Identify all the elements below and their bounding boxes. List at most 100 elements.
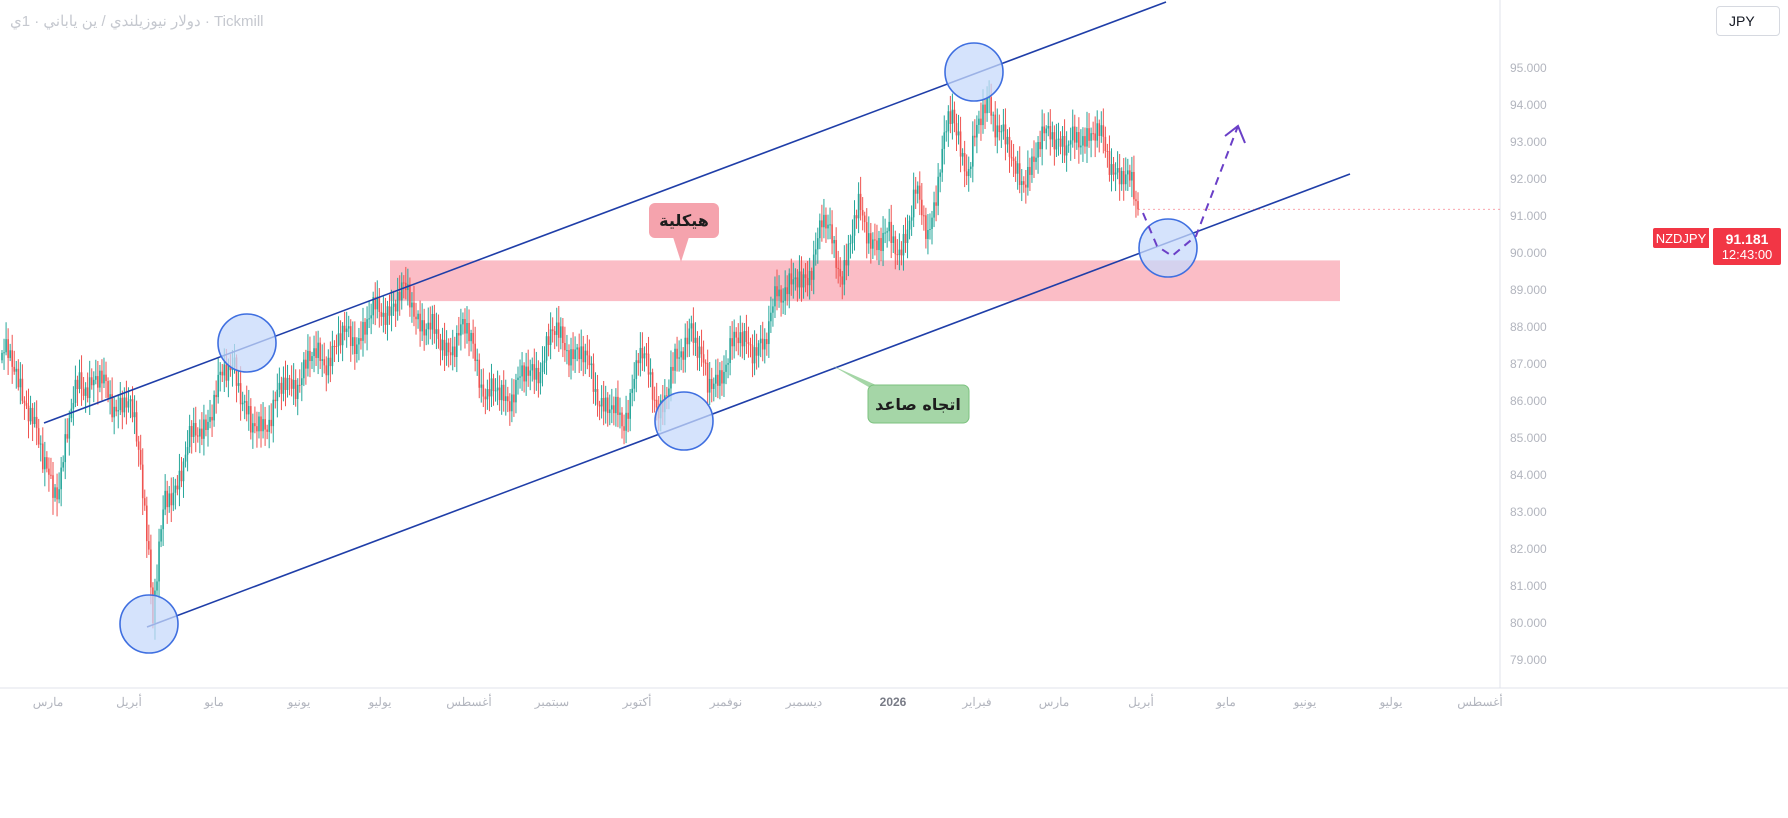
candle-body (619, 412, 621, 415)
candle-body (629, 392, 631, 419)
x-tick-label: مارس (1039, 695, 1070, 709)
candle-body (413, 302, 415, 317)
candle-body (423, 320, 425, 336)
candle-body (1012, 158, 1015, 162)
candle-body (37, 428, 40, 445)
candle-body (839, 268, 842, 277)
candle-body (615, 396, 617, 414)
candle-body (910, 217, 913, 221)
candle-body (492, 378, 495, 391)
candle-body (574, 349, 576, 360)
candle-body (219, 371, 222, 375)
candle-body (99, 370, 101, 388)
candle-body (747, 342, 750, 344)
candle-body (1025, 184, 1027, 188)
candle-body (1116, 167, 1119, 173)
candle-body (972, 135, 974, 167)
candle-body (433, 313, 436, 334)
candle-body (31, 407, 34, 425)
candle-body (821, 220, 823, 228)
candle-body (488, 389, 491, 397)
candle-body (237, 383, 240, 386)
candle-body (182, 461, 185, 482)
candle-body (158, 541, 160, 582)
candle-body (260, 416, 262, 432)
candle-body (712, 383, 715, 389)
candle-body (419, 313, 421, 332)
candle-body (201, 428, 203, 439)
candle-body (1037, 141, 1039, 158)
candle-body (729, 338, 731, 364)
candle-body (292, 379, 295, 389)
candle-body (990, 97, 992, 116)
candle-body (855, 215, 858, 219)
candle-body (123, 397, 126, 413)
candle-body (741, 332, 744, 347)
candle-body (533, 364, 536, 380)
candle-body (584, 350, 587, 363)
candle-body (719, 370, 721, 386)
candle-body (988, 97, 990, 99)
candle-body (1135, 199, 1137, 202)
candle-body (812, 254, 815, 280)
candle-body (541, 362, 544, 373)
candle-body (1088, 128, 1090, 141)
candle-body (1035, 157, 1037, 162)
candle-body (560, 326, 562, 338)
candle-body (29, 407, 32, 422)
candle-body (274, 399, 277, 402)
candle-body (564, 342, 566, 351)
candle-body (460, 324, 462, 336)
candle-body (490, 378, 493, 397)
candle-body (778, 289, 780, 297)
candle-body (243, 401, 246, 403)
candle-body (527, 366, 529, 376)
candle-body (500, 384, 503, 401)
candle-body (272, 399, 275, 427)
candle-body (384, 312, 387, 325)
candle-body (953, 109, 956, 124)
candle-body (731, 338, 733, 347)
candle-body (502, 384, 505, 401)
candle-body (1006, 136, 1009, 145)
candle-body (15, 368, 18, 372)
candle-body (829, 224, 831, 226)
candle-body (213, 394, 215, 421)
candle-body (1073, 126, 1076, 143)
candle-body (788, 273, 791, 295)
candle-body (445, 342, 448, 356)
candle-body (298, 384, 301, 386)
candle-body (64, 434, 67, 463)
candle-body (80, 372, 83, 389)
candle-body (376, 296, 379, 310)
candle-body (727, 363, 729, 365)
y-tick-label: 81.000 (1510, 579, 1547, 593)
candle-body (555, 322, 558, 335)
candle-body (199, 428, 201, 437)
candle-body (939, 172, 941, 177)
candle-body (354, 337, 356, 354)
candle-body (1112, 164, 1115, 175)
candle-body (572, 349, 574, 360)
candle-body (494, 390, 497, 392)
candle-body (800, 271, 803, 288)
currency-selector[interactable]: JPY (1716, 6, 1780, 36)
candle-body (892, 236, 895, 243)
candle-body (35, 416, 38, 429)
touch-circle (1138, 218, 1198, 278)
candle-body (276, 389, 279, 402)
candle-body (837, 267, 839, 269)
candle-body (245, 401, 248, 415)
candle-body (853, 215, 856, 236)
candle-body (223, 364, 226, 376)
candle-body (625, 412, 627, 431)
candle-body (339, 333, 342, 346)
x-tick-label: أغسطس (446, 694, 491, 709)
candle-body (798, 271, 801, 288)
candle-body (766, 339, 768, 345)
candle-body (372, 297, 374, 316)
candle-body (757, 343, 760, 356)
candle-body (725, 364, 727, 372)
candle-body (1120, 171, 1123, 185)
